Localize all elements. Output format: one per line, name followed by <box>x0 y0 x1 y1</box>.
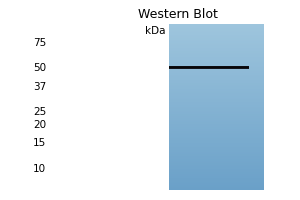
Text: Western Blot: Western Blot <box>138 8 218 21</box>
Text: kDa: kDa <box>145 26 165 36</box>
Text: ←53kDa: ←53kDa <box>0 199 1 200</box>
